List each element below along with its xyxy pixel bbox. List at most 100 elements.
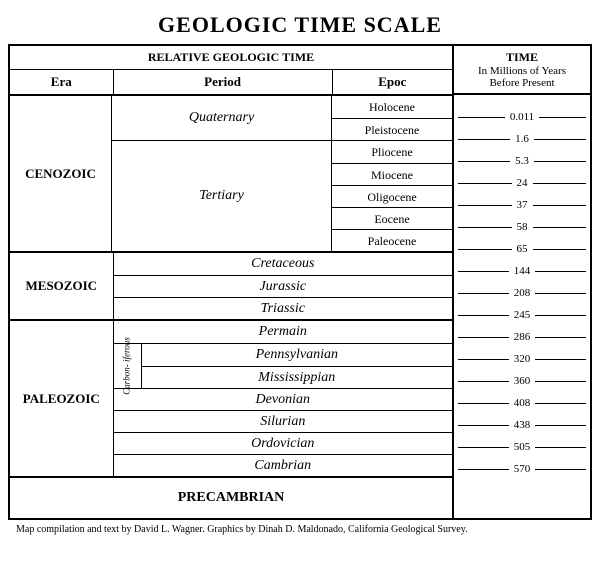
tick-value: 208 (509, 287, 536, 299)
col-era: Era (10, 70, 114, 94)
time-mark: 0.011 (458, 111, 586, 123)
col-epoch: Epoc (333, 70, 452, 94)
tick-line (458, 227, 512, 228)
tick-line (535, 425, 586, 426)
tick-line (535, 337, 586, 338)
tick-value: 360 (509, 375, 536, 387)
tick-value: 1.6 (510, 133, 534, 145)
precambrian-label: PRECAMBRIAN (10, 478, 452, 518)
periods-col: Quaternary Holocene Pleistocene Tertiary… (112, 96, 452, 251)
tick-line (535, 403, 586, 404)
tick-value: 438 (509, 419, 536, 431)
period: Triassic (114, 297, 452, 319)
tick-line (458, 469, 509, 470)
credit-line: Map compilation and text by David L. Wag… (16, 524, 592, 535)
time-sub: Before Present (456, 77, 588, 89)
time-mark: 208 (458, 287, 586, 299)
carboniferous-sub: Pennsylvanian Mississippian (142, 344, 452, 388)
tick-line (458, 315, 509, 316)
tick-line (458, 205, 512, 206)
tick-line (458, 161, 510, 162)
time-mark: 408 (458, 397, 586, 409)
relative-time-block: RELATIVE GEOLOGIC TIME Era Period Epoc C… (10, 46, 454, 518)
tick-line (534, 161, 586, 162)
epoch: Miocene (332, 163, 452, 185)
time-mark: 58 (458, 221, 586, 233)
tick-line (533, 183, 587, 184)
period: Devonian (114, 388, 452, 410)
relative-header: RELATIVE GEOLOGIC TIME (10, 46, 452, 70)
time-sub: In Millions of Years (456, 65, 588, 77)
tick-line (458, 139, 510, 140)
time-body: 0.011 1.6 5.3 24 37 58 65 144 208 245 286 320 360 408… (454, 95, 590, 515)
epoch: Oligocene (332, 185, 452, 207)
time-mark: 320 (458, 353, 586, 365)
time-mark: 65 (458, 243, 586, 255)
period-name: Tertiary (112, 141, 332, 251)
tick-value: 58 (512, 221, 533, 233)
tick-line (535, 359, 586, 360)
tick-value: 24 (512, 177, 533, 189)
tick-line (458, 117, 505, 118)
era-label: PALEOZOIC (10, 321, 114, 476)
era-row-mesozoic: MESOZOIC Cretaceous Jurassic Triassic (10, 253, 452, 321)
time-mark: 505 (458, 441, 586, 453)
periods-col: Permain Carbon- iferous Pennsylvanian Mi… (114, 321, 452, 476)
epoch: Pleistocene (332, 118, 452, 140)
tick-line (458, 381, 509, 382)
tick-line (458, 183, 512, 184)
tick-line (458, 403, 509, 404)
time-title: TIME (456, 50, 588, 65)
era-row-paleozoic: PALEOZOIC Permain Carbon- iferous Pennsy… (10, 321, 452, 478)
tick-value: 65 (512, 243, 533, 255)
tick-line (458, 249, 512, 250)
tick-value: 144 (509, 265, 536, 277)
tick-value: 570 (509, 463, 536, 475)
sub-period: Mississippian (142, 366, 452, 388)
col-period: Period (114, 70, 333, 94)
tick-line (535, 293, 586, 294)
tick-value: 37 (512, 199, 533, 211)
sub-period: Pennsylvanian (142, 344, 452, 366)
tick-value: 408 (509, 397, 536, 409)
time-mark: 1.6 (458, 133, 586, 145)
tick-line (458, 447, 509, 448)
periods-col: Cretaceous Jurassic Triassic (114, 253, 452, 319)
tick-line (533, 205, 587, 206)
tick-value: 5.3 (510, 155, 534, 167)
tick-line (534, 139, 586, 140)
period: Jurassic (114, 275, 452, 297)
era-row-cenozoic: CENOZOIC Quaternary Holocene Pleistocene… (10, 96, 452, 253)
time-mark: 570 (458, 463, 586, 475)
time-mark: 438 (458, 419, 586, 431)
carboniferous-label: Carbon- iferous (114, 344, 142, 388)
tick-line (535, 271, 586, 272)
epoch: Holocene (332, 96, 452, 118)
period-tertiary: Tertiary Pliocene Miocene Oligocene Eoce… (112, 140, 452, 251)
time-mark: 286 (458, 331, 586, 343)
tick-line (535, 469, 586, 470)
body-rows: CENOZOIC Quaternary Holocene Pleistocene… (10, 96, 452, 518)
time-mark: 5.3 (458, 155, 586, 167)
page-title: GEOLOGIC TIME SCALE (8, 12, 592, 38)
time-mark: 245 (458, 309, 586, 321)
tick-line (458, 271, 509, 272)
tick-line (458, 337, 509, 338)
time-header: TIME In Millions of Years Before Present (454, 46, 590, 95)
period: Silurian (114, 410, 452, 432)
time-block: TIME In Millions of Years Before Present… (454, 46, 590, 518)
period-quaternary: Quaternary Holocene Pleistocene (112, 96, 452, 140)
tick-line (458, 359, 509, 360)
epoch: Paleocene (332, 229, 452, 251)
epoch: Pliocene (332, 141, 452, 163)
era-row-precambrian: PRECAMBRIAN (10, 478, 452, 518)
tick-value: 245 (509, 309, 536, 321)
era-label: CENOZOIC (10, 96, 112, 251)
tick-line (535, 447, 586, 448)
epoch-col: Holocene Pleistocene (332, 96, 452, 140)
tick-line (535, 381, 586, 382)
column-headers: Era Period Epoc (10, 70, 452, 96)
tick-line (533, 227, 587, 228)
period: Permain (114, 321, 452, 343)
tick-value: 0.011 (505, 111, 539, 123)
